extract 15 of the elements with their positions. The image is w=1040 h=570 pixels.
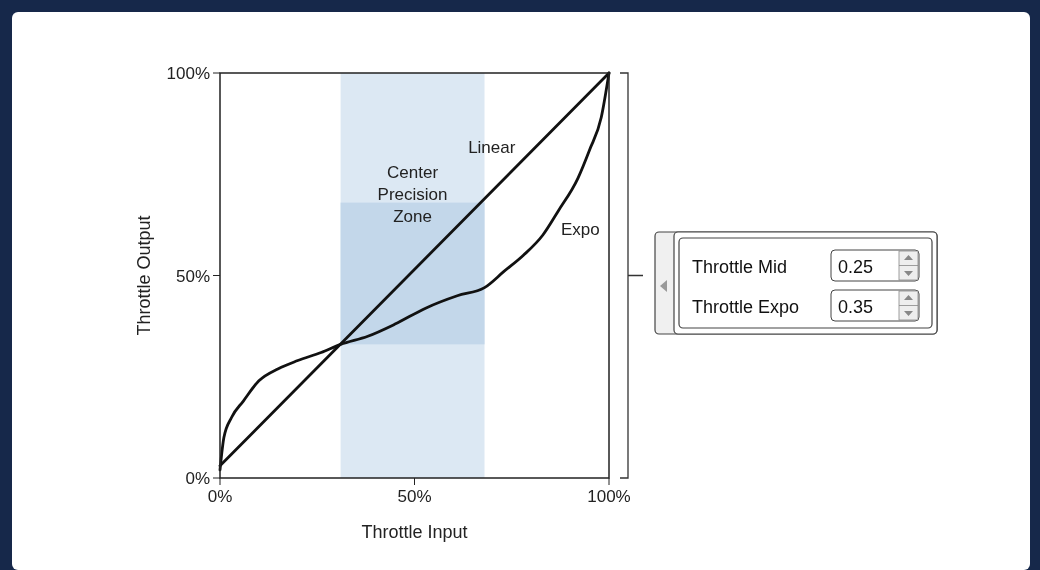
series-label: Linear [468, 138, 516, 158]
x-tick-label: 0% [207, 487, 233, 506]
text: Throttle Expo [692, 297, 800, 317]
y-tick-label: 100% [166, 64, 210, 83]
x-tick-label: 100% [587, 487, 631, 506]
text: Throttle Mid [692, 257, 788, 277]
text: 0.25 [838, 257, 874, 277]
series-label: Expo [560, 220, 600, 240]
y-axis-title: Throttle Output [134, 215, 154, 336]
y-tick-label: 0% [185, 469, 210, 488]
band-label: Center Precision Zone [377, 163, 448, 226]
text: 0.35 [838, 297, 874, 317]
y-tick-label: 50% [175, 266, 210, 286]
x-tick-label: 50% [397, 487, 432, 506]
x-axis-title: Throttle Input [361, 522, 468, 542]
